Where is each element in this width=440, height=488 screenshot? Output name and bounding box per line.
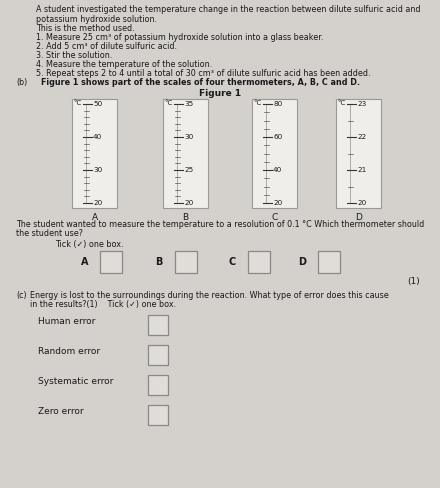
Text: D: D [298,257,306,267]
Text: 35: 35 [184,101,193,107]
Bar [163,99,208,208]
Text: 50: 50 [93,101,102,107]
Text: 30: 30 [93,167,102,173]
Text: 20: 20 [93,200,102,206]
Text: 5. Repeat steps 2 to 4 until a total of 30 cm³ of dilute sulfuric acid has been : 5. Repeat steps 2 to 4 until a total of … [36,69,370,78]
Text: Figure 1 shows part of the scales of four thermometers, A, B, C and D.: Figure 1 shows part of the scales of fou… [30,78,360,87]
Bar [175,251,197,273]
Text: Human error: Human error [38,317,95,326]
Text: Figure 1: Figure 1 [199,89,241,98]
Text: (c): (c) [16,291,27,300]
Text: °C: °C [164,100,172,106]
Text: 60: 60 [273,134,282,140]
Bar [148,405,168,425]
Text: 25: 25 [184,167,193,173]
Text: 1. Measure 25 cm³ of potassium hydroxide solution into a glass beaker.: 1. Measure 25 cm³ of potassium hydroxide… [36,33,323,42]
Text: °C: °C [253,100,261,106]
Bar [318,251,340,273]
Text: (1): (1) [407,277,420,286]
Text: 40: 40 [93,134,102,140]
Text: 20: 20 [184,200,193,206]
Text: 2. Add 5 cm³ of dilute sulfuric acid.: 2. Add 5 cm³ of dilute sulfuric acid. [36,42,177,51]
Text: A: A [92,213,98,222]
Text: 23: 23 [357,101,366,107]
Bar [148,375,168,395]
Text: C: C [271,213,278,222]
Text: 30: 30 [184,134,193,140]
Text: 80: 80 [273,101,282,107]
Bar [148,315,168,335]
Bar [148,345,168,365]
Bar [252,99,297,208]
Text: Systematic error: Systematic error [38,377,114,386]
Text: Energy is lost to the surroundings during the reaction. What type of error does : Energy is lost to the surroundings durin… [30,291,389,300]
Text: °C: °C [73,100,81,106]
Text: 40: 40 [273,167,282,173]
Text: B: B [183,213,189,222]
Text: D: D [355,213,362,222]
Text: in the results?(1)    Tick (✓) one box.: in the results?(1) Tick (✓) one box. [30,300,176,309]
Text: Random error: Random error [38,347,100,356]
Text: 22: 22 [357,134,366,140]
Text: (b): (b) [16,78,27,87]
Text: 21: 21 [357,167,366,173]
Text: 3. Stir the solution.: 3. Stir the solution. [36,51,112,60]
Text: 20: 20 [273,200,282,206]
Text: 4. Measure the temperature of the solution.: 4. Measure the temperature of the soluti… [36,60,212,69]
Text: B: B [156,257,163,267]
Text: A student investigated the temperature change in the reaction between dilute sul: A student investigated the temperature c… [36,5,421,24]
Text: the student use?: the student use? [16,229,83,238]
Bar [72,99,117,208]
Text: 20: 20 [357,200,366,206]
Text: Tick (✓) one box.: Tick (✓) one box. [55,240,124,249]
Bar [336,99,381,208]
Text: Zero error: Zero error [38,407,84,416]
Text: A: A [81,257,88,267]
Text: C: C [229,257,236,267]
Text: The student wanted to measure the temperature to a resolution of 0.1 °C Which th: The student wanted to measure the temper… [16,220,424,229]
Text: This is the method used.: This is the method used. [36,24,135,33]
Bar [100,251,122,273]
Text: °C: °C [337,100,345,106]
Bar [248,251,270,273]
